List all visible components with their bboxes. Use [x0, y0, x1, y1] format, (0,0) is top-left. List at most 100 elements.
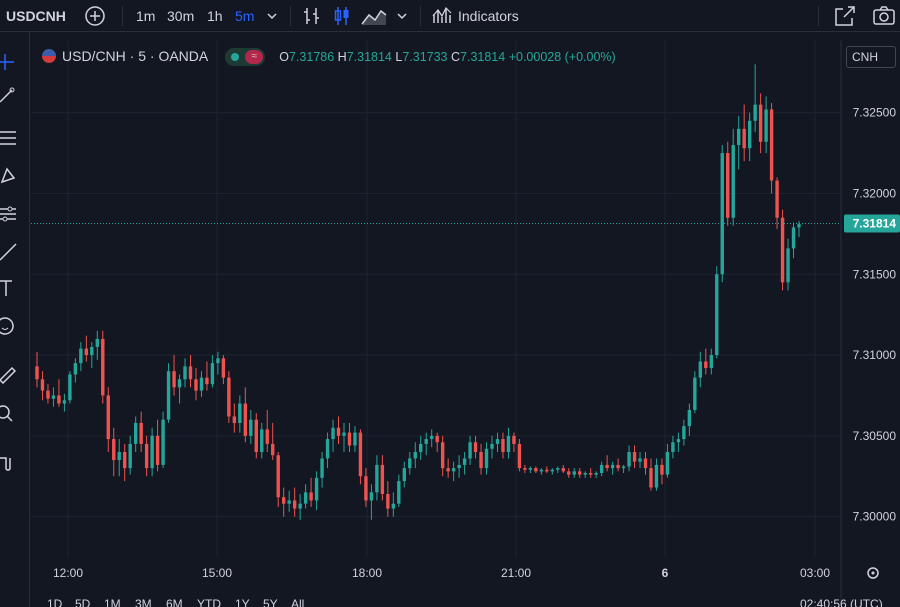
price-axis-label: 7.31000: [853, 348, 897, 362]
range-1m[interactable]: 1M: [104, 597, 121, 607]
candle-body: [523, 468, 527, 470]
measure-tool[interactable]: [0, 364, 18, 385]
interval-30m[interactable]: 30m: [167, 8, 195, 24]
top-toolbar: USDCNH 1m 30m 1h 5m Indicators: [0, 0, 900, 32]
legend-title: USD/CNH · 5 · OANDA: [62, 48, 208, 64]
candle-body: [380, 464, 385, 494]
candle-body: [144, 443, 149, 469]
candles-style-button[interactable]: [333, 0, 351, 32]
trend-line-tool[interactable]: [0, 86, 18, 106]
divider: [122, 6, 123, 26]
candle-body: [358, 432, 363, 477]
share-icon: [835, 6, 855, 26]
candle-body: [715, 274, 719, 356]
fib-lines-icon: [0, 131, 16, 145]
patterns-tool[interactable]: [0, 166, 18, 186]
candle-body: [128, 443, 132, 469]
icons-tool[interactable]: [0, 316, 18, 336]
gear-icon[interactable]: [867, 567, 879, 579]
candle-body: [780, 217, 785, 283]
interval-5m[interactable]: 5m: [235, 8, 255, 24]
candle-body: [528, 468, 533, 470]
magnet-tool[interactable]: [0, 454, 18, 474]
close-value: 7.31814: [460, 50, 506, 64]
candle-body: [73, 363, 78, 375]
candle-body: [210, 363, 215, 385]
range-1y[interactable]: 1Y: [235, 597, 250, 607]
candle-body: [35, 366, 39, 380]
candle-body: [588, 472, 593, 475]
last-price-label: 7.31814: [853, 217, 897, 231]
candle-body: [753, 104, 757, 121]
candle-body: [347, 432, 352, 446]
prediction-tool[interactable]: [0, 204, 18, 224]
fib-tool[interactable]: [0, 128, 18, 148]
time-axis-label: 6: [662, 566, 669, 580]
candle-body: [101, 338, 105, 396]
range-ytd[interactable]: YTD: [197, 597, 221, 607]
change-value: +0.00028 (+0.00%): [508, 50, 616, 64]
interval-1m[interactable]: 1m: [136, 8, 156, 24]
candle-body: [161, 419, 165, 465]
range-1d[interactable]: 1D: [47, 597, 63, 607]
interval-1h[interactable]: 1h: [207, 8, 223, 24]
candle-body: [495, 439, 500, 444]
range-5d[interactable]: 5D: [75, 597, 91, 607]
candle-body: [742, 128, 746, 149]
range-3m[interactable]: 3M: [135, 597, 152, 607]
snapshot-share-button[interactable]: [834, 0, 856, 32]
candle-body: [572, 471, 576, 475]
divider: [818, 6, 819, 26]
camera-button[interactable]: [872, 0, 896, 32]
market-status-badge[interactable]: ≈: [225, 48, 266, 67]
candle-body: [205, 377, 209, 385]
zoom-tool[interactable]: [0, 404, 18, 424]
candle-body: [424, 439, 428, 444]
candle-body: [632, 451, 637, 462]
candle-body: [95, 338, 100, 347]
candle-body: [40, 379, 45, 391]
candle-body: [451, 468, 456, 472]
candle-body: [216, 358, 220, 364]
high-label: H: [337, 50, 347, 64]
utc-clock[interactable]: 02:40:56 (UTC): [800, 597, 883, 607]
flag-icon: [42, 49, 56, 63]
price-axis-label: 7.32000: [853, 186, 897, 200]
chart-type-dropdown[interactable]: [396, 0, 408, 32]
interval-dropdown[interactable]: [266, 0, 278, 32]
brush-tool[interactable]: [0, 242, 18, 262]
gear-icon-center: [871, 571, 875, 575]
candle-body: [435, 435, 439, 443]
candle-body: [117, 451, 121, 461]
price-axis-label: 7.30000: [853, 510, 897, 524]
low-label: L: [395, 50, 403, 64]
candle-body: [583, 472, 587, 475]
candle-body: [320, 458, 324, 478]
candle-body: [309, 492, 313, 501]
candle-body: [726, 153, 730, 218]
bar-style-button[interactable]: [303, 0, 321, 32]
candle-body: [227, 377, 231, 417]
candle-body: [155, 435, 160, 465]
currency-selector[interactable]: CNH: [846, 46, 896, 68]
compare-add-button[interactable]: [84, 0, 106, 32]
zoom-icon: [0, 405, 13, 422]
legend-symbol[interactable]: USD/CNH · 5 · OANDA: [42, 48, 207, 64]
candle-body: [594, 472, 598, 475]
area-style-button[interactable]: [361, 0, 387, 32]
low-value: 7.31733: [402, 50, 448, 64]
candle-body: [599, 464, 604, 473]
symbol-search-button[interactable]: USDCNH: [6, 8, 66, 24]
indicators-button[interactable]: Indicators: [432, 0, 519, 32]
crosshair-tool[interactable]: [0, 52, 18, 72]
price-chart[interactable]: 7.32500 7.32000 7.31500 7.31000 7.30500 7.300…: [31, 40, 900, 607]
range-5y[interactable]: 5Y: [263, 597, 278, 607]
candle-body: [260, 429, 264, 452]
area-chart-icon: [361, 9, 387, 25]
range-all[interactable]: All: [291, 597, 305, 607]
candle-body: [484, 448, 489, 469]
candle-body: [303, 492, 308, 504]
candle-body: [468, 442, 472, 459]
range-6m[interactable]: 6M: [166, 597, 183, 607]
text-tool[interactable]: [0, 278, 18, 298]
